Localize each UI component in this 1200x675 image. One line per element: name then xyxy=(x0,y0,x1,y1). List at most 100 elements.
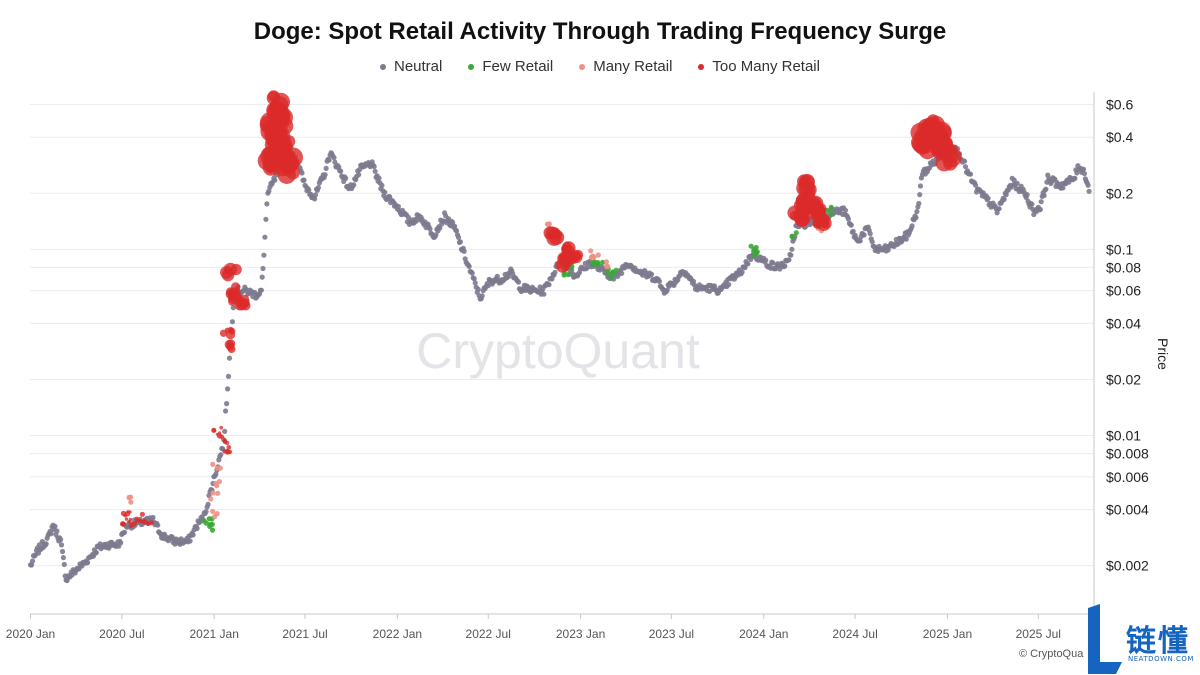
data-point xyxy=(472,280,478,286)
legend-marker-many-retail xyxy=(579,63,586,70)
legend-marker-too-many-retail xyxy=(698,63,705,70)
data-point xyxy=(1038,199,1044,205)
legend-item-many-retail[interactable]: Many Retail xyxy=(579,58,672,75)
y-tick-label: $0.1 xyxy=(1106,241,1133,257)
legend-item-few-retail[interactable]: Few Retail xyxy=(468,58,553,75)
data-point xyxy=(379,182,385,188)
data-point xyxy=(223,408,229,414)
data-point xyxy=(656,278,663,284)
x-tick-label: 2022 Jul xyxy=(466,627,511,641)
data-point xyxy=(857,238,863,244)
data-point xyxy=(187,538,193,544)
data-point xyxy=(222,449,227,454)
data-point xyxy=(848,222,854,228)
data-point xyxy=(216,433,223,439)
data-point xyxy=(29,558,36,564)
data-point xyxy=(455,234,462,240)
data-point xyxy=(603,259,610,265)
data-point xyxy=(754,249,760,255)
legend-item-too-many-retail[interactable]: Too Many Retail xyxy=(698,58,820,75)
data-point xyxy=(218,452,224,458)
data-point xyxy=(190,532,196,538)
series-layer xyxy=(27,90,1092,584)
data-point xyxy=(619,270,625,276)
data-point xyxy=(973,182,979,188)
y-tick-label: $0.02 xyxy=(1106,371,1141,387)
data-point xyxy=(332,159,338,165)
data-point xyxy=(225,373,232,379)
data-point xyxy=(272,118,283,129)
y-tick-label: $0.008 xyxy=(1106,446,1149,462)
x-tick-label: 2020 Jul xyxy=(99,627,144,641)
data-point xyxy=(28,562,35,568)
data-point xyxy=(1080,166,1087,172)
data-point xyxy=(1085,182,1091,188)
data-point xyxy=(608,275,615,281)
data-point xyxy=(475,286,481,292)
legend-label: Many Retail xyxy=(593,58,673,75)
data-point xyxy=(266,188,272,194)
data-point xyxy=(85,560,91,566)
data-point xyxy=(322,172,328,178)
data-point xyxy=(48,531,54,537)
data-point xyxy=(1003,192,1009,198)
data-point xyxy=(315,185,321,191)
data-point xyxy=(793,230,799,236)
y-tick-label: $0.004 xyxy=(1106,502,1149,518)
data-point xyxy=(226,342,235,351)
data-point xyxy=(561,272,567,278)
y-tick-label: $0.01 xyxy=(1106,428,1141,444)
x-tick-label: 2024 Jul xyxy=(832,627,877,641)
data-point xyxy=(343,175,349,181)
logo-text: 链懂 xyxy=(1126,624,1190,659)
data-point xyxy=(219,425,223,430)
data-point xyxy=(215,490,221,496)
data-point xyxy=(43,541,49,547)
series-too-many-retail xyxy=(119,90,962,529)
data-point xyxy=(240,299,249,309)
data-point xyxy=(985,195,991,201)
data-point xyxy=(126,494,132,501)
data-point xyxy=(996,206,1002,212)
data-point xyxy=(786,257,792,263)
data-point xyxy=(260,265,266,272)
data-point xyxy=(210,461,216,467)
data-point xyxy=(213,480,219,486)
data-point xyxy=(224,401,230,407)
data-point xyxy=(433,232,439,238)
data-point xyxy=(1014,180,1020,186)
data-point xyxy=(118,540,124,546)
data-point xyxy=(225,386,231,392)
data-point xyxy=(221,268,235,282)
data-point xyxy=(138,518,142,522)
data-point xyxy=(227,291,237,301)
data-point xyxy=(222,438,228,444)
data-point xyxy=(427,226,433,232)
data-point xyxy=(405,214,411,220)
data-point xyxy=(230,305,236,311)
data-point xyxy=(595,261,601,267)
x-tick-label: 2023 Jul xyxy=(649,627,694,641)
data-point xyxy=(205,501,211,507)
data-point xyxy=(739,269,745,275)
data-point xyxy=(549,276,555,282)
data-point xyxy=(283,156,298,171)
data-point xyxy=(1074,170,1080,176)
x-axis-ticks: 2020 Jan 2020 Jul 2021 Jan 2021 Jul 2022 Jan… xyxy=(6,614,1061,641)
data-point xyxy=(226,445,232,450)
data-point xyxy=(437,225,443,231)
x-tick-label: 2020 Jan xyxy=(6,627,55,641)
data-point xyxy=(258,287,264,293)
data-point xyxy=(1029,201,1035,207)
data-point xyxy=(323,165,329,171)
data-point xyxy=(264,201,270,207)
data-point xyxy=(799,173,815,190)
legend-marker-few-retail xyxy=(468,63,475,70)
data-point xyxy=(789,246,795,252)
data-point xyxy=(552,269,558,275)
data-point xyxy=(226,355,233,361)
data-point xyxy=(1081,171,1088,177)
legend-item-neutral[interactable]: Neutral xyxy=(380,58,442,75)
data-point xyxy=(664,287,670,293)
x-tick-label: 2025 Jul xyxy=(1016,627,1061,641)
